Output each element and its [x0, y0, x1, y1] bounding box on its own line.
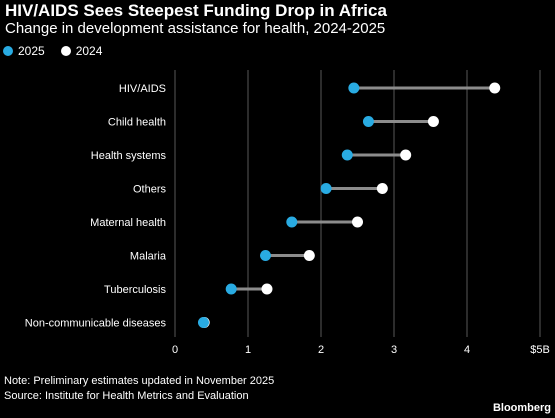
category-label-tuberculosis: Tuberculosis	[104, 284, 166, 296]
legend: 2025 2024	[3, 43, 118, 59]
x-tick-label-2: 2	[318, 344, 324, 356]
footnote: Note: Preliminary estimates updated in N…	[4, 375, 275, 387]
legend-label-2024: 2024	[75, 44, 103, 58]
dot-2025-maternal-health	[286, 216, 298, 228]
dot-2025-hiv-aids	[348, 82, 360, 94]
category-label-health-systems: Health systems	[91, 150, 167, 162]
category-label-others: Others	[133, 184, 167, 196]
x-tick-label-0: 0	[172, 344, 178, 356]
dot-2025-malaria	[260, 250, 272, 261]
dot-2024-health-systems	[400, 149, 412, 161]
dot-2024-child-health	[427, 116, 439, 127]
category-label-child-health: Child health	[108, 117, 166, 129]
dot-2024-tuberculosis	[261, 283, 273, 295]
dot-2024-malaria	[303, 250, 315, 261]
dot-2024-maternal-health	[352, 216, 363, 228]
legend-item-2025: 2025	[3, 44, 45, 58]
chart-title: HIV/AIDS Sees Steepest Funding Drop in A…	[5, 1, 387, 20]
x-tick-label-1: 1	[245, 344, 251, 356]
bloomberg-logo: Bloomberg	[492, 402, 551, 414]
x-tick-label-5: $5B	[530, 344, 550, 356]
category-label-hiv-aids: HIV/AIDS	[119, 83, 166, 95]
x-tick-label-4: 4	[464, 344, 470, 356]
category-label-non-communicable-diseases: Non-communicable diseases	[25, 318, 167, 330]
legend-label-2025: 2025	[18, 44, 45, 58]
dot-2025-health-systems	[341, 149, 353, 161]
dot-2025-child-health	[362, 116, 374, 127]
dot-2025-tuberculosis	[225, 283, 237, 295]
legend-item-2024: 2024	[60, 44, 103, 58]
dot-2024-others	[376, 183, 388, 194]
x-tick-label-3: 3	[391, 344, 397, 356]
category-label-malaria: Malaria	[130, 251, 167, 263]
category-label-maternal-health: Maternal health	[90, 217, 166, 229]
legend-dot-2025	[3, 46, 13, 56]
dot-2025-others	[320, 183, 332, 194]
dumbbell-chart: 0 1 2 3 4 $5B HIV/AIDS Child health Health syste…	[25, 70, 550, 356]
dot-2025-non-communicable-diseases	[197, 317, 209, 328]
chart-subtitle: Change in development assistance for hea…	[5, 20, 386, 37]
legend-dot-2024	[60, 46, 71, 56]
dot-2024-hiv-aids	[489, 82, 501, 94]
source-note: Source: Institute for Health Metrics and…	[4, 390, 249, 402]
